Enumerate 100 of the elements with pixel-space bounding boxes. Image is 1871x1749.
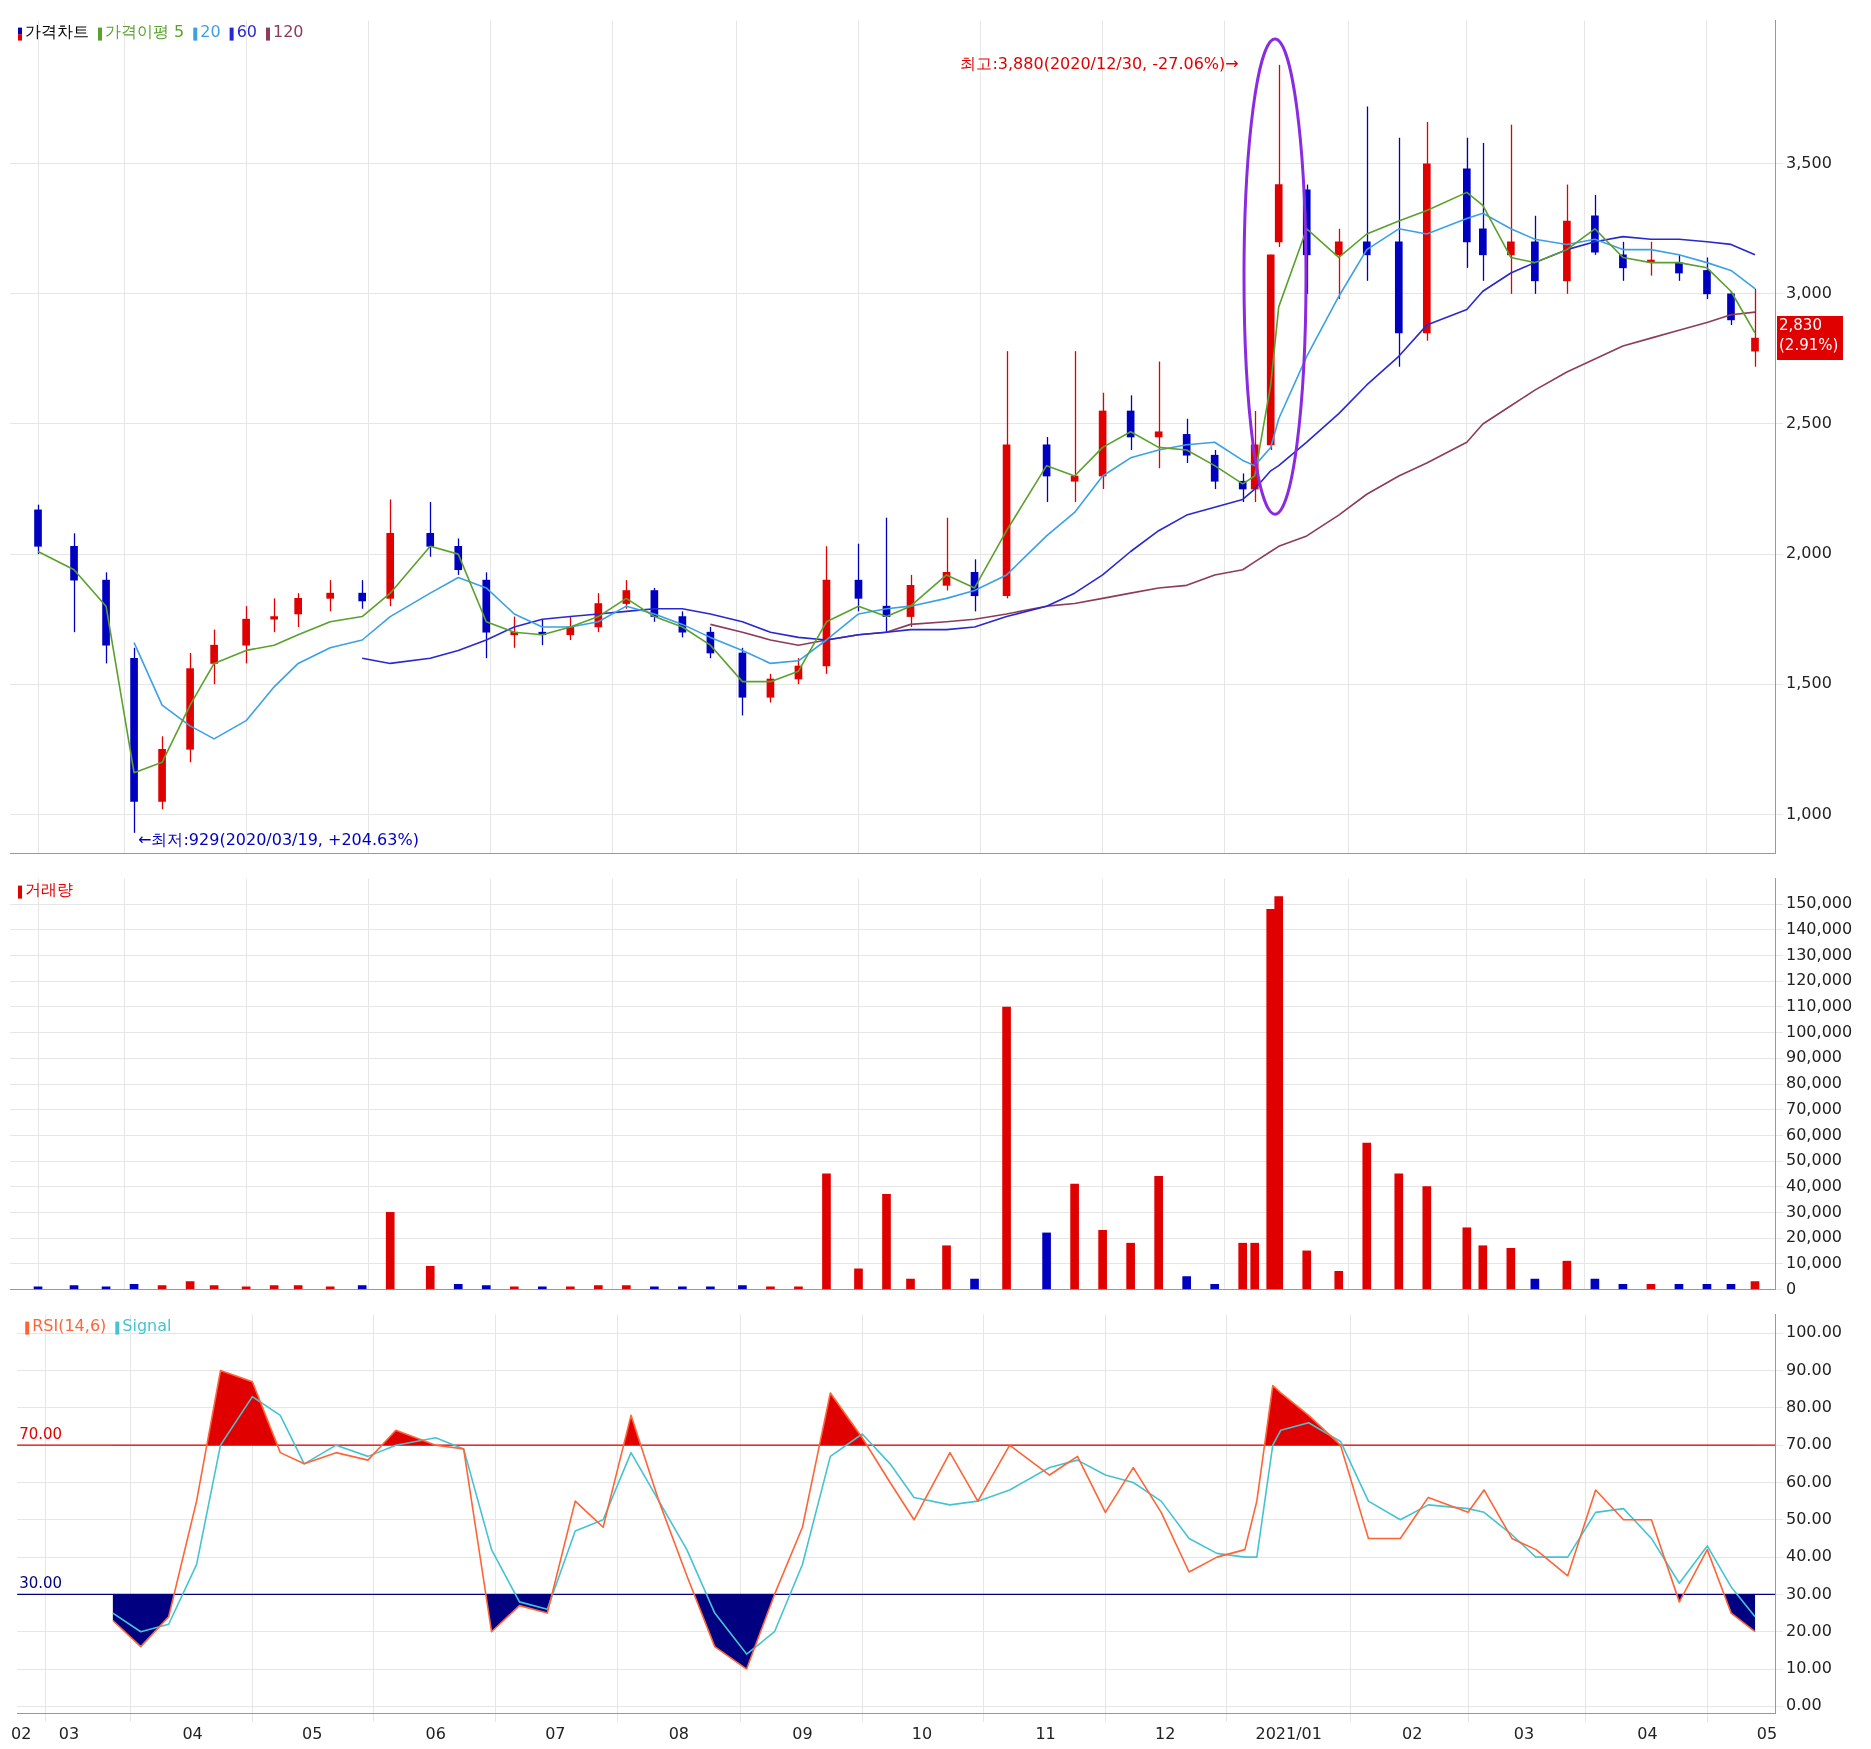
bar: [1302, 1250, 1312, 1290]
y-tick-label: 30.00: [1786, 1583, 1832, 1603]
candlestick: [34, 504, 42, 555]
y-tick-label: 80,000: [1786, 1073, 1842, 1093]
bar: [622, 1285, 631, 1290]
bar: [1098, 1230, 1107, 1290]
x-tick-label: 2021/01: [1255, 1723, 1322, 1743]
bar: [1478, 1245, 1488, 1290]
bar: [854, 1268, 863, 1290]
y-tick-label: 40,000: [1786, 1175, 1842, 1195]
annotation: 최고:3,880(2020/12/30, -27.06%)→: [960, 54, 1239, 73]
bar: [1238, 1242, 1248, 1290]
y-tick-label: 10,000: [1786, 1252, 1842, 1272]
y-tick-label: 70,000: [1786, 1098, 1842, 1118]
y-tick-label: 30,000: [1786, 1201, 1842, 1221]
bar: [1506, 1247, 1516, 1290]
bar: [1334, 1271, 1344, 1290]
candlestick: [1394, 137, 1403, 368]
y-tick-label: 90.00: [1786, 1359, 1832, 1379]
bar: [293, 1285, 303, 1290]
bar: [1562, 1260, 1572, 1290]
x-tick-label: 09: [792, 1723, 813, 1743]
x-tick-label: 04: [182, 1723, 203, 1743]
candlestick: [1479, 142, 1487, 282]
bar: [1210, 1283, 1220, 1290]
y-tick-label: 100,000: [1786, 1021, 1853, 1041]
bar: [1422, 1186, 1432, 1290]
x-tick-label: 08: [668, 1723, 690, 1743]
candlestick: [326, 579, 335, 613]
y-tick-label: 60.00: [1786, 1471, 1832, 1491]
candlestick: [242, 605, 250, 665]
y-tick-label: 110,000: [1786, 996, 1853, 1016]
annotation: ←최저:929(2020/03/19, +204.63%): [138, 830, 419, 849]
bar: [1070, 1183, 1079, 1290]
bar: [69, 1285, 79, 1290]
bar: [882, 1194, 891, 1290]
y-tick-label: 3,500: [1786, 152, 1832, 172]
candlestick: [294, 592, 302, 628]
bar: [906, 1278, 915, 1290]
y-tick-label: 0.00: [1786, 1695, 1822, 1715]
legend-label: 20: [200, 21, 221, 41]
bar: [822, 1173, 831, 1290]
bar: [209, 1285, 219, 1290]
bar: [970, 1278, 979, 1290]
legend-label: 120: [272, 21, 304, 41]
bar: [269, 1285, 279, 1290]
bar: [481, 1285, 491, 1290]
x-tick-label: 11: [1035, 1723, 1056, 1743]
y-tick-label: 90,000: [1786, 1047, 1842, 1067]
legend-label: 가격차트: [25, 21, 89, 41]
bar: [942, 1245, 951, 1290]
bar: [1042, 1232, 1051, 1290]
x-tick-label: 07: [545, 1723, 566, 1743]
y-tick-label: 120,000: [1786, 970, 1853, 990]
bar: [425, 1265, 435, 1290]
x-tick-label: 03: [1513, 1723, 1535, 1743]
y-tick-label: 0: [1786, 1278, 1797, 1298]
y-tick-label: 140,000: [1786, 919, 1853, 939]
x-tick-label: 02: [11, 1723, 32, 1743]
bar: [1394, 1173, 1404, 1290]
legend-label: 60: [236, 21, 257, 41]
candlestick: [1274, 64, 1283, 248]
x-tick-label: 02: [1402, 1723, 1423, 1743]
y-tick-label: 20.00: [1786, 1620, 1832, 1640]
text: 2,830 (2.91%): [1779, 316, 1839, 355]
x-tick-label: 03: [58, 1723, 80, 1743]
y-tick-label: 1,000: [1786, 803, 1832, 823]
bar: [1750, 1281, 1760, 1290]
y-tick-label: 40.00: [1786, 1546, 1832, 1566]
bar: [157, 1285, 167, 1290]
bar: [1362, 1142, 1372, 1290]
bar: [185, 1281, 195, 1290]
bar: [1462, 1227, 1472, 1290]
bar: [594, 1285, 603, 1290]
candlestick: [426, 501, 435, 558]
y-tick-label: 20,000: [1786, 1227, 1842, 1247]
y-tick-label: 70.00: [1786, 1434, 1832, 1454]
y-tick-label: 50,000: [1786, 1150, 1842, 1170]
legend-label: 거래량: [25, 879, 73, 899]
y-tick-label: 50.00: [1786, 1508, 1832, 1528]
y-tick-label: 2,500: [1786, 413, 1832, 433]
bar: [453, 1283, 463, 1290]
y-tick-label: 80.00: [1786, 1397, 1832, 1417]
bar: [1002, 1006, 1011, 1290]
bar: [1126, 1242, 1135, 1290]
x-tick-label: 05: [1756, 1723, 1778, 1743]
y-tick-label: 10.00: [1786, 1658, 1832, 1678]
candlestick: [270, 597, 278, 633]
bar: [1154, 1176, 1163, 1290]
x-tick-label: 10: [911, 1723, 933, 1743]
x-tick-label: 12: [1154, 1723, 1176, 1743]
ref-line-label: 30.00: [19, 1573, 63, 1592]
y-tick-label: 60,000: [1786, 1124, 1842, 1144]
y-tick-label: 1,500: [1786, 673, 1832, 693]
x-tick-label: 06: [425, 1723, 446, 1743]
candlestick: [1703, 256, 1711, 300]
y-tick-label: 150,000: [1786, 893, 1853, 913]
bar: [357, 1285, 367, 1290]
bar: [1250, 1242, 1260, 1290]
legend-label: RSI(14,6): [32, 1315, 107, 1335]
